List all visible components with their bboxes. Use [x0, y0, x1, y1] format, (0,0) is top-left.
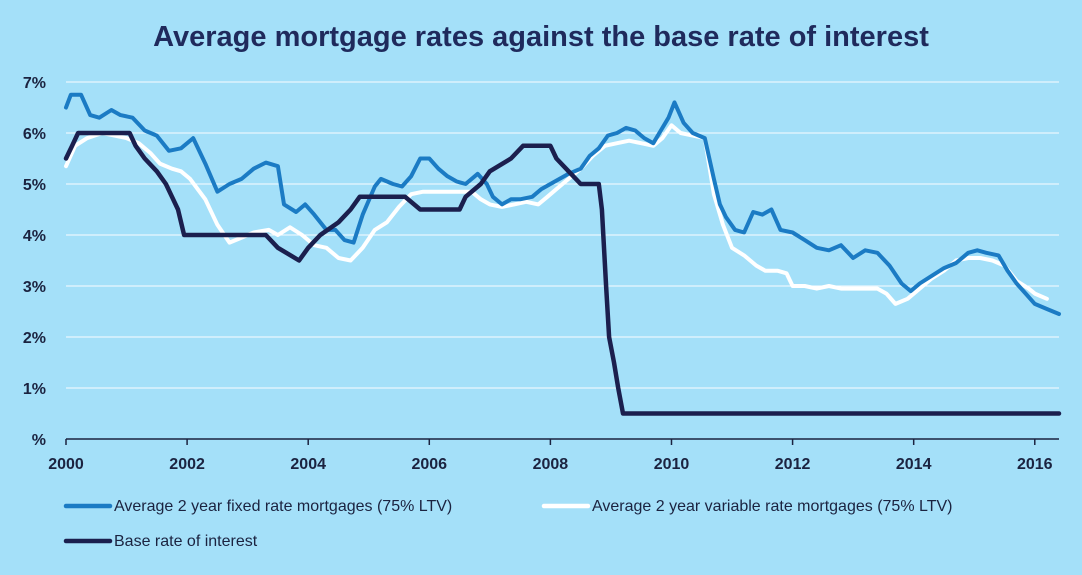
- y-tick-label: 7%: [23, 75, 46, 92]
- series-line-fixed-rate: [64, 92, 1061, 316]
- x-tick-label: 2004: [290, 456, 326, 473]
- y-tick-label: 1%: [23, 381, 46, 398]
- x-tick-label: 2012: [775, 456, 811, 473]
- x-tick-label: 2010: [654, 456, 690, 473]
- series-line-base-rate: [63, 130, 1062, 416]
- x-tick-label: 2002: [169, 456, 205, 473]
- y-tick-label: 3%: [23, 279, 46, 296]
- y-tick-label: %: [32, 432, 46, 449]
- legend-item-base-rate-label: Base rate of interest: [114, 533, 258, 550]
- y-tick-label: 4%: [23, 228, 46, 245]
- y-tick-label: 2%: [23, 330, 46, 347]
- axis-layer: % 1% 2% 3% 4% 5% 6% 7% 2000 2002 2004 2006 2008 2010 2…: [23, 75, 1059, 473]
- y-tick-label: 5%: [23, 177, 46, 194]
- chart-title: Average mortgage rates against the base …: [153, 21, 929, 53]
- x-tick-label: 2006: [411, 456, 447, 473]
- legend: Average 2 year fixed rate mortgages (75%…: [63, 498, 952, 550]
- x-tick-label: 2016: [1017, 456, 1053, 473]
- x-tick-label: 2014: [896, 456, 932, 473]
- legend-item-fixed-rate-label: Average 2 year fixed rate mortgages (75%…: [114, 498, 452, 515]
- y-tick-label: 6%: [23, 126, 46, 143]
- x-tick-label: 2000: [48, 456, 84, 473]
- legend-item-variable-rate-label: Average 2 year variable rate mortgages (…: [592, 498, 952, 515]
- series-line-variable-rate: [64, 123, 1049, 306]
- series-layer: [63, 92, 1062, 416]
- x-tick-label: 2008: [533, 456, 569, 473]
